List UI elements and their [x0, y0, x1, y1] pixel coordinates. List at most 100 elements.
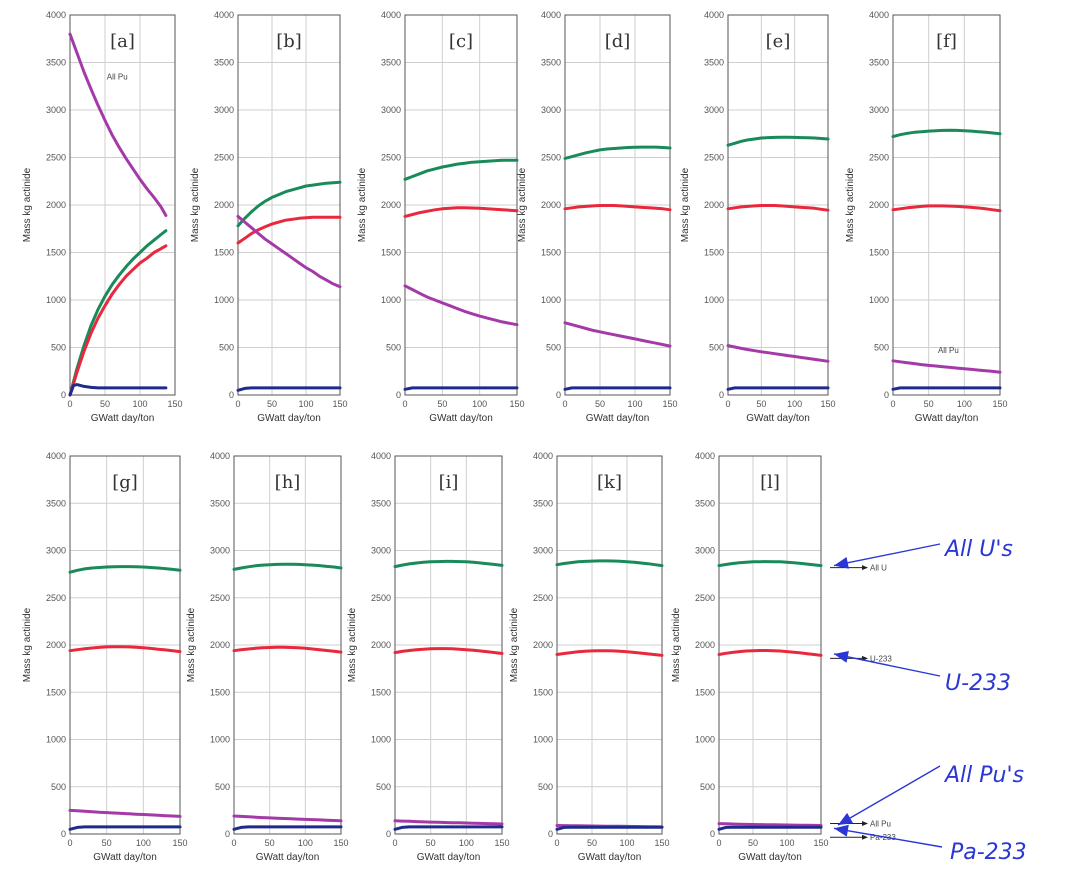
callout-label: All Pu's: [943, 763, 1024, 788]
y-tick-label: 1000: [210, 735, 230, 745]
plot-frame: [237, 14, 341, 396]
y-tick-label: 1500: [381, 248, 401, 258]
y-tick-label: 4000: [210, 451, 230, 461]
series-line-all-u: [891, 128, 1002, 139]
y-tick-label: 4000: [533, 451, 553, 461]
y-tick-label: 2500: [533, 593, 553, 603]
y-axis-label: Mass kg actinide: [190, 167, 201, 242]
x-tick-label: 50: [426, 838, 436, 848]
series-line-all-u: [717, 560, 823, 568]
x-tick-label: 100: [132, 399, 147, 409]
y-tick-label: 2500: [704, 153, 724, 163]
series-line-all-u: [403, 158, 519, 181]
x-tick-label: 50: [437, 399, 447, 409]
y-tick-label: 2000: [371, 640, 391, 650]
y-axis-label: Mass kg actinide: [186, 607, 197, 682]
x-tick-label: 50: [100, 399, 110, 409]
y-tick-label: 4000: [695, 451, 715, 461]
y-tick-label: 2500: [46, 153, 66, 163]
chart-panel: 0 500 1000 1500 2000 2500 3000 3500 4000 0 50 100 15…: [186, 451, 349, 863]
series-line-pa233: [232, 825, 343, 831]
series-line-u233: [726, 204, 830, 212]
y-tick-label: 1500: [210, 687, 230, 697]
y-tick-label: 500: [51, 782, 66, 792]
x-tick-label: 0: [231, 838, 236, 848]
inline-series-label: All Pu: [107, 73, 128, 82]
y-tick-label: 2000: [541, 200, 561, 210]
y-tick-label: 0: [229, 390, 234, 400]
series-line-u233: [403, 206, 519, 218]
chart-panel: 0 500 1000 1500 2000 2500 3000 3500 4000 0 50 100 15…: [22, 10, 183, 424]
chart-panel: 0 500 1000 1500 2000 2500 3000 3500 4000 0 50 100 15…: [845, 10, 1008, 424]
y-tick-label: 2500: [695, 593, 715, 603]
y-tick-label: 1000: [214, 295, 234, 305]
panel-label: [e]: [766, 31, 791, 52]
plot-frame: [718, 455, 822, 835]
x-tick-label: 150: [509, 399, 524, 409]
series-line-all-u: [555, 559, 664, 568]
y-tick-label: 0: [556, 390, 561, 400]
panel-label: [l]: [760, 472, 780, 493]
series-line-all-pu: [717, 822, 823, 827]
y-tick-label: 1000: [695, 735, 715, 745]
x-tick-label: 0: [716, 838, 721, 848]
x-tick-label: 50: [265, 838, 275, 848]
x-tick-label: 0: [554, 838, 559, 848]
y-tick-label: 1500: [704, 248, 724, 258]
series-line-u233: [393, 647, 504, 655]
series-line-all-u: [68, 565, 182, 574]
callout-label: All U's: [943, 537, 1013, 562]
y-tick-label: 2500: [869, 153, 889, 163]
y-tick-label: 3500: [46, 58, 66, 68]
series-line-all-pu: [891, 359, 1002, 374]
series-end-label: All Pu: [870, 819, 891, 828]
y-tick-label: 500: [700, 782, 715, 792]
x-tick-label: 50: [267, 399, 277, 409]
y-tick-label: 3500: [381, 58, 401, 68]
y-tick-label: 3000: [541, 105, 561, 115]
series-line-all-u: [232, 562, 343, 571]
callout-arrow: [837, 765, 941, 826]
y-tick-label: 2000: [869, 200, 889, 210]
x-tick-label: 100: [472, 399, 487, 409]
y-tick-label: 3000: [533, 546, 553, 556]
callout-arrow: [833, 827, 943, 848]
y-tick-label: 2000: [695, 640, 715, 650]
series-line-u233: [891, 204, 1002, 213]
y-tick-label: 3500: [533, 498, 553, 508]
x-tick-label: 0: [562, 399, 567, 409]
plot-frame: [69, 14, 176, 396]
y-tick-label: 0: [710, 829, 715, 839]
series-line-u233: [68, 645, 182, 654]
y-tick-label: 2000: [210, 640, 230, 650]
y-tick-label: 500: [538, 782, 553, 792]
y-tick-label: 1500: [46, 248, 66, 258]
panel-label: [h]: [275, 472, 301, 493]
y-tick-label: 500: [51, 343, 66, 353]
x-tick-label: 100: [298, 838, 313, 848]
x-axis-label: GWatt day/ton: [738, 852, 802, 863]
y-axis-label: Mass kg actinide: [22, 607, 33, 682]
callout-label: Pa-233: [950, 840, 1027, 865]
y-tick-label: 4000: [214, 10, 234, 20]
y-axis-label: Mass kg actinide: [845, 167, 856, 242]
y-tick-label: 2000: [704, 200, 724, 210]
x-tick-label: 0: [402, 399, 407, 409]
y-tick-label: 3500: [541, 58, 561, 68]
panel-label: [c]: [449, 31, 473, 52]
series-line-pa233: [717, 825, 823, 831]
x-axis-label: GWatt day/ton: [257, 413, 321, 424]
y-tick-label: 1000: [381, 295, 401, 305]
panel-label: [k]: [597, 472, 622, 493]
x-tick-label: 150: [654, 838, 669, 848]
pointer-arrowhead: [862, 834, 868, 840]
y-tick-label: 3000: [46, 105, 66, 115]
series-line-all-pu: [726, 344, 830, 363]
y-tick-label: 1000: [46, 295, 66, 305]
series-line-pa233: [563, 386, 672, 391]
y-tick-label: 3000: [371, 546, 391, 556]
y-tick-label: 1000: [541, 295, 561, 305]
y-tick-label: 1500: [695, 687, 715, 697]
